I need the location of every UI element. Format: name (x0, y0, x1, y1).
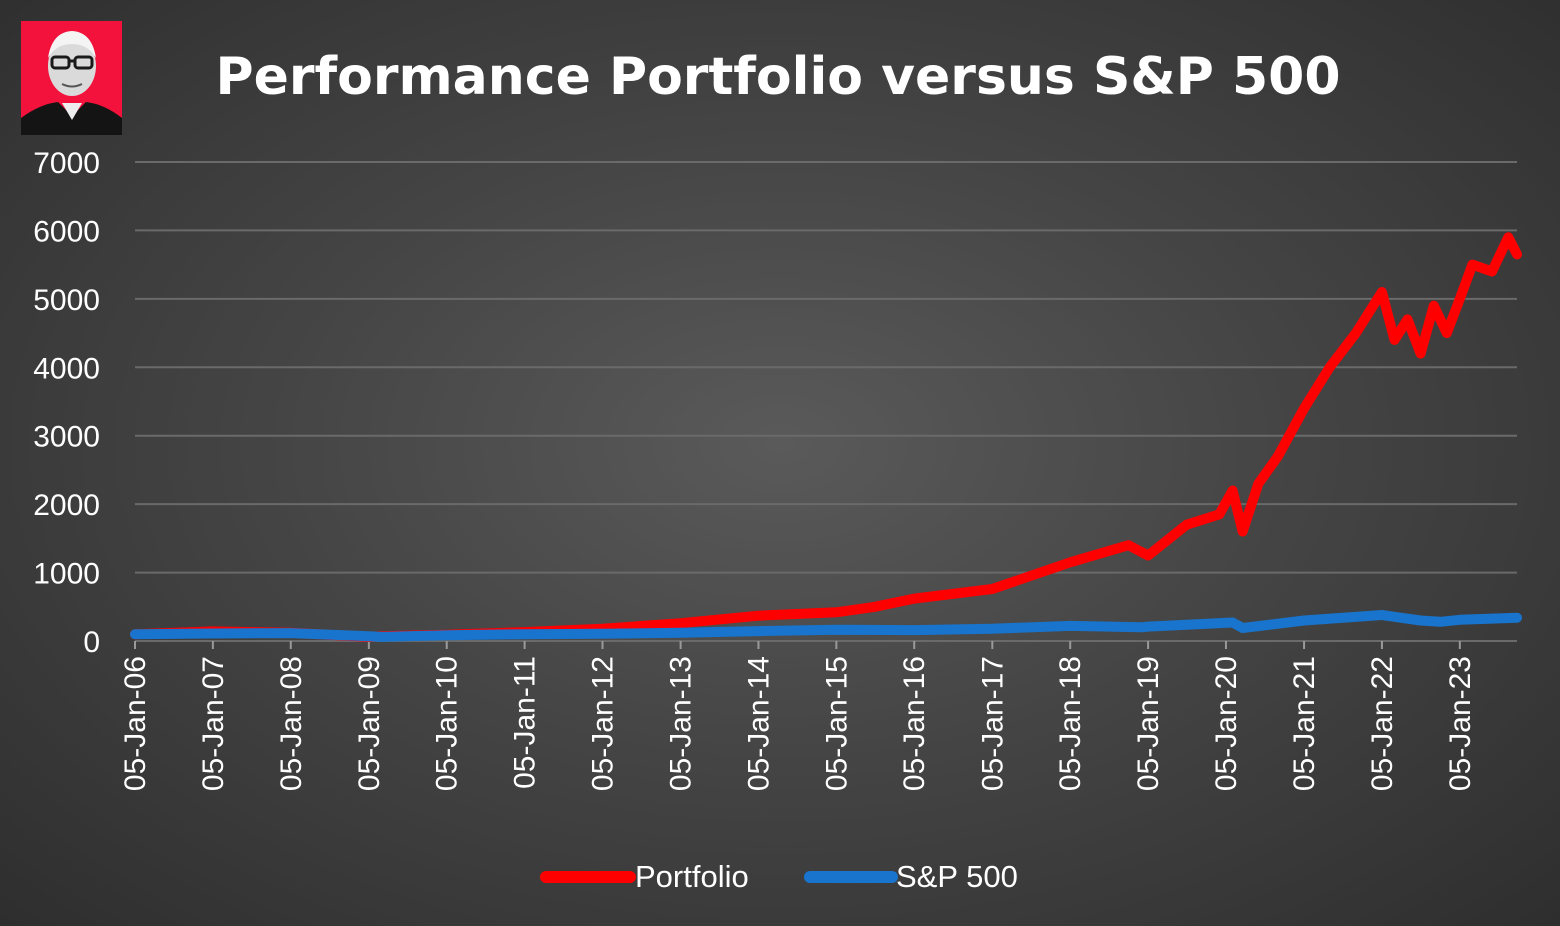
series-line-portfolio (130, 232, 1522, 642)
x-tick-label: 05-Jan-16 (898, 656, 931, 791)
x-tick-label: 05-Jan-09 (353, 656, 386, 791)
legend: Portfolio S&P 500 (540, 859, 1018, 894)
x-tick-label: 05-Jan-15 (820, 656, 853, 791)
x-tick-label: 05-Jan-18 (1054, 656, 1087, 791)
y-axis: 0 1000 2000 3000 4000 5000 6000 7000 (33, 147, 100, 659)
legend-label-sp500: S&P 500 (896, 859, 1018, 894)
series (130, 232, 1522, 642)
x-tick-label: 05-Jan-08 (275, 656, 308, 791)
x-tick-label: 05-Jan-11 (509, 656, 542, 789)
y-tick-label: 7000 (33, 147, 100, 180)
x-tick-label: 05-Jan-12 (586, 656, 619, 791)
x-axis: 05-Jan-06 05-Jan-07 05-Jan-08 05-Jan-09 05-J… (119, 641, 1477, 791)
x-tick-label: 05-Jan-13 (665, 656, 698, 791)
chart-title: Performance Portfolio versus S&P 500 (215, 47, 1340, 107)
y-tick-label: 4000 (33, 352, 100, 385)
x-tick-label: 05-Jan-22 (1366, 656, 1399, 791)
portrait-logo-icon (21, 21, 122, 135)
series-line-sp500 (130, 610, 1522, 642)
y-tick-label: 2000 (33, 489, 100, 522)
x-tick-label: 05-Jan-19 (1132, 656, 1165, 791)
y-tick-label: 6000 (33, 215, 100, 248)
x-tick-label: 05-Jan-06 (119, 656, 152, 791)
x-tick-label: 05-Jan-21 (1288, 656, 1321, 791)
x-tick-label: 05-Jan-10 (431, 656, 464, 791)
y-tick-label: 0 (83, 626, 100, 659)
y-tick-label: 1000 (33, 558, 100, 591)
x-tick-label: 05-Jan-07 (197, 656, 230, 791)
y-tick-label: 3000 (33, 421, 100, 454)
x-tick-label: 05-Jan-17 (976, 656, 1009, 791)
x-tick-label: 05-Jan-23 (1444, 656, 1477, 791)
x-tick-label: 05-Jan-20 (1210, 656, 1243, 791)
y-tick-label: 5000 (33, 284, 100, 317)
legend-label-portfolio: Portfolio (635, 859, 749, 894)
x-tick-label: 05-Jan-14 (742, 656, 775, 791)
